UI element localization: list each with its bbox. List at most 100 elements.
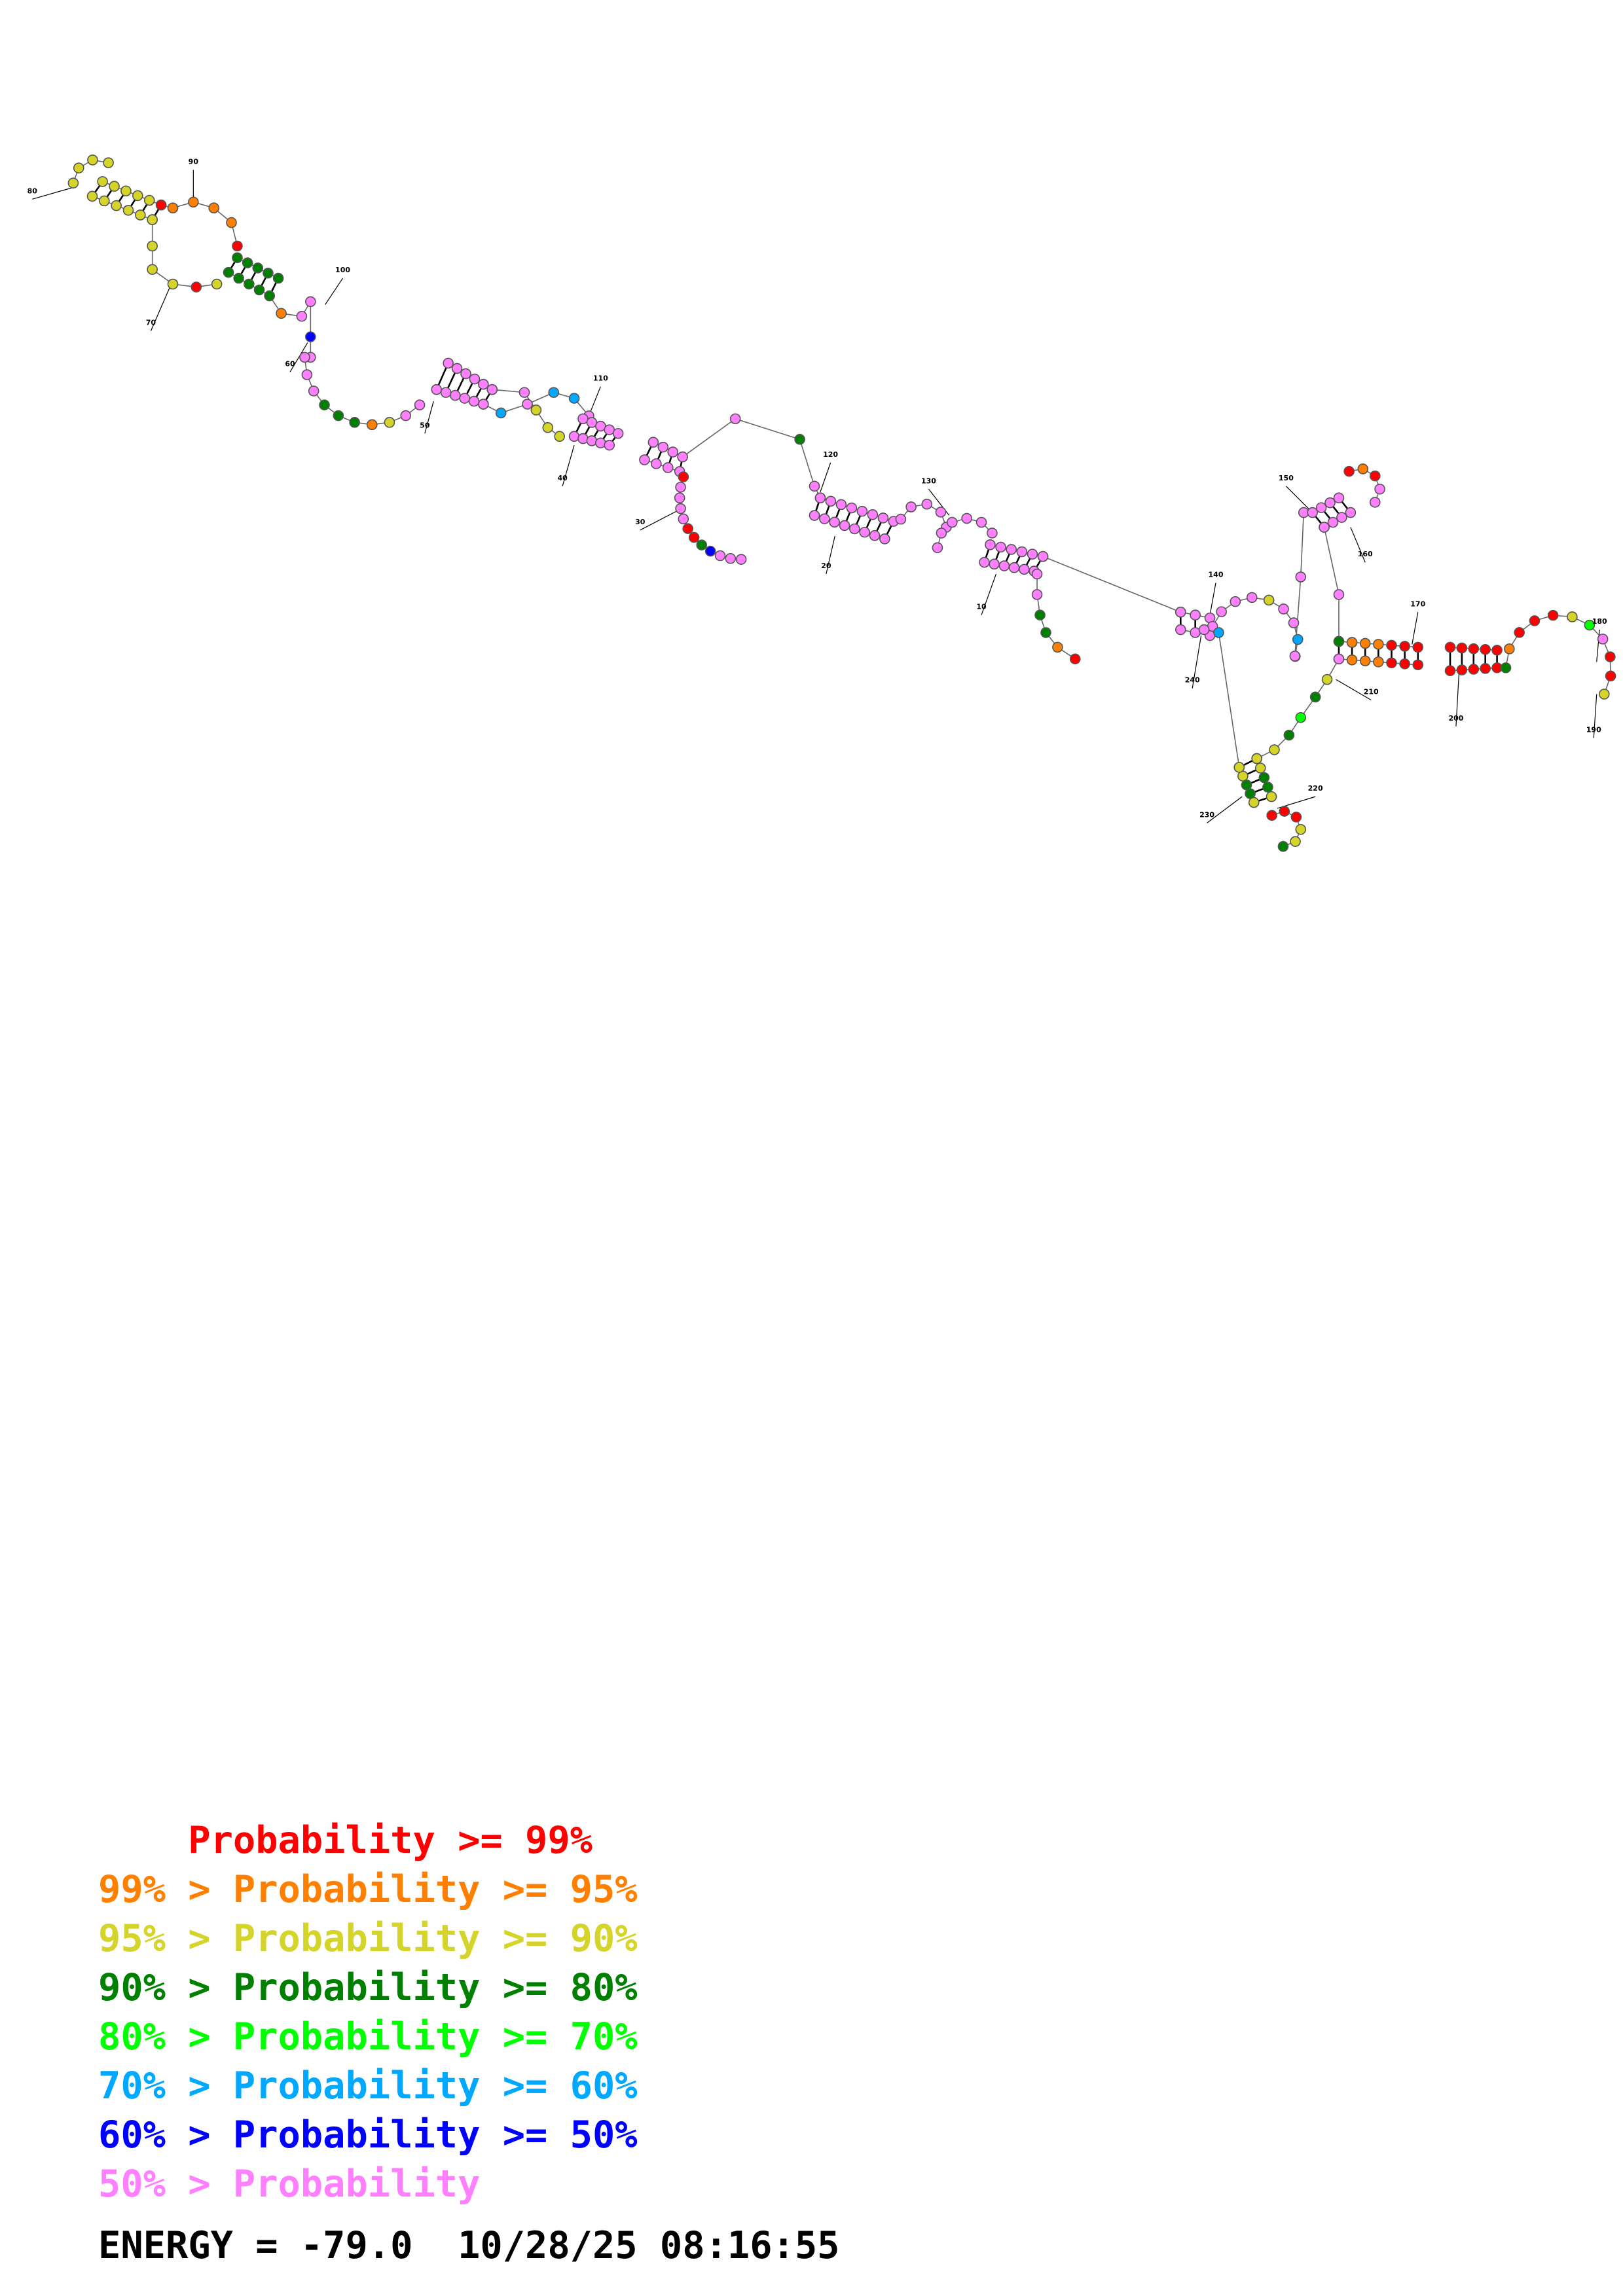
legend-text: Probability >= 80%: [232, 1966, 638, 2009]
nucleotide-icon: [366, 419, 378, 431]
nucleotide-icon: [1321, 673, 1333, 685]
position-label: 200: [1448, 714, 1463, 723]
label-tick: [150, 287, 171, 331]
nucleotide-icon: [1277, 840, 1289, 852]
legend-row-99: Probability >= 99%: [98, 1816, 638, 1865]
nucleotide-icon: [1006, 544, 1017, 555]
nucleotide-icon: [264, 290, 275, 302]
nucleotide-icon: [1373, 656, 1384, 668]
legend-prefix: 70% >: [98, 2064, 233, 2108]
nucleotide-icon: [443, 357, 454, 369]
position-label: 100: [335, 266, 350, 274]
nucleotide-icon: [1290, 836, 1301, 847]
nucleotide-icon: [1468, 664, 1480, 675]
nucleotide-icon: [305, 296, 316, 308]
nucleotide-icon: [662, 462, 674, 473]
nucleotide-icon: [143, 194, 155, 206]
nucleotide-icon: [478, 399, 489, 410]
label-tick: [1336, 679, 1372, 700]
nucleotide-icon: [989, 558, 1000, 570]
legend-text: Probability >= 90%: [232, 1917, 638, 1960]
nucleotide-icon: [809, 510, 820, 521]
position-label: 20: [821, 562, 831, 570]
position-label: 240: [1185, 676, 1200, 685]
legend-row-low: 50% > Probability: [98, 2160, 638, 2209]
nucleotide-icon: [696, 539, 708, 550]
nucleotide-icon: [856, 505, 868, 517]
nucleotide-icon: [333, 410, 344, 422]
nucleotide-icon: [1336, 512, 1347, 523]
nucleotide-icon: [99, 195, 110, 207]
nucleotide-icon: [1597, 634, 1609, 645]
nucleotide-icon: [301, 369, 313, 380]
nucleotide-icon: [319, 399, 330, 410]
nucleotide-icon: [1547, 609, 1559, 621]
nucleotide-icon: [1359, 637, 1371, 649]
label-tick: [1596, 630, 1600, 662]
nucleotide-icon: [1374, 483, 1385, 495]
nucleotide-icon: [639, 454, 650, 465]
nucleotide-icon: [242, 257, 253, 268]
nucleotide-icon: [1468, 643, 1480, 655]
nucleotide-icon: [1456, 642, 1468, 654]
nucleotide-icon: [987, 528, 998, 539]
nucleotide-icon: [1027, 548, 1038, 560]
nucleotide-icon: [1266, 791, 1277, 802]
nucleotide-icon: [384, 417, 395, 428]
nucleotide-icon: [819, 513, 830, 524]
nucleotide-icon: [936, 528, 947, 539]
nucleotide-icon: [859, 526, 870, 538]
nucleotide-icon: [651, 458, 662, 469]
nucleotide-icon: [1292, 634, 1304, 645]
nucleotide-icon: [147, 214, 158, 225]
nucleotide-icon: [167, 278, 179, 290]
position-label: 50: [420, 421, 430, 429]
position-label: 40: [557, 474, 568, 482]
legend-text: Probability >= 70%: [232, 2015, 638, 2058]
nucleotide-icon: [232, 252, 243, 264]
nucleotide-icon: [595, 437, 606, 449]
nucleotide-icon: [1567, 611, 1578, 622]
backbone-segment: [735, 418, 800, 440]
nucleotide-icon: [469, 373, 481, 385]
nucleotide-icon: [188, 196, 199, 208]
nucleotide-icon: [1248, 797, 1260, 808]
nucleotide-icon: [1605, 670, 1616, 682]
label-tick: [1412, 612, 1419, 645]
nucleotide-icon: [869, 529, 881, 541]
nucleotide-icon: [252, 262, 264, 274]
nucleotide-icon: [1295, 823, 1307, 835]
nucleotide-icon: [725, 552, 737, 564]
nucleotide-icon: [1040, 627, 1051, 638]
nucleotide-icon: [1295, 571, 1307, 583]
nucleotide-icon: [1288, 617, 1300, 628]
nucleotide-icon: [400, 410, 412, 422]
nucleotide-icon: [1480, 663, 1491, 674]
nucleotide-icon: [849, 523, 860, 535]
nucleotide-icon: [244, 278, 255, 290]
nucleotide-icon: [1031, 568, 1043, 580]
nucleotide-icon: [1283, 729, 1295, 741]
nucleotide-icon: [1504, 643, 1515, 655]
nucleotide-icon: [1213, 627, 1224, 638]
nucleotide-icon: [542, 422, 554, 433]
probability-legend: Probability >= 99% 99% > Probability >= …: [98, 1816, 638, 2209]
label-tick: [1350, 527, 1366, 563]
nucleotide-icon: [1369, 470, 1381, 482]
nucleotide-icon: [431, 384, 443, 395]
nucleotide-icon: [1019, 564, 1030, 575]
legend-text: Probability: [232, 2162, 481, 2206]
nucleotide-icon: [135, 209, 146, 221]
nucleotide-icon: [678, 513, 689, 525]
nucleotide-icon: [946, 516, 958, 528]
nucleotide-icon: [1357, 463, 1369, 475]
position-label: 130: [921, 476, 936, 485]
nucleotide-icon: [155, 199, 167, 211]
legend-row-95: 99% > Probability >= 95%: [98, 1865, 638, 1914]
nucleotide-icon: [998, 560, 1010, 571]
nucleotide-icon: [1008, 562, 1020, 573]
backbone-segment: [682, 418, 736, 457]
nucleotide-icon: [109, 181, 120, 192]
nucleotide-icon: [1605, 651, 1616, 662]
nucleotide-icon: [86, 190, 98, 202]
